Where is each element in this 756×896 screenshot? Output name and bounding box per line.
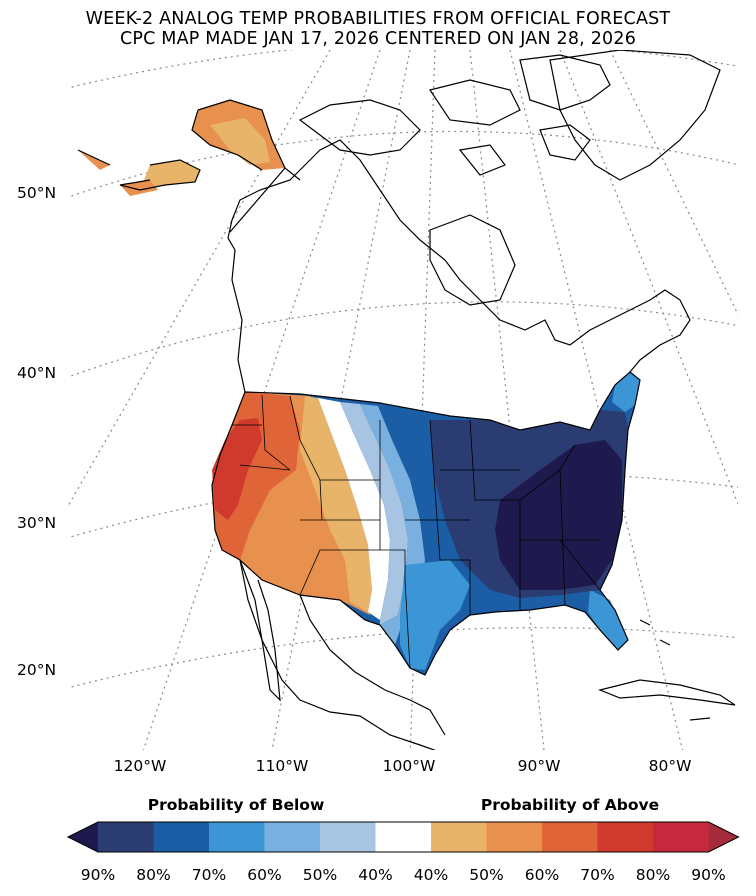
longitude-label-90w: 90°W <box>517 757 561 775</box>
hudson-bay <box>429 214 516 306</box>
map-title-line-2: CPC MAP MADE JAN 17, 2026 CENTERED ON JA… <box>119 29 637 49</box>
greenland-outline <box>549 50 721 181</box>
mexico-outline <box>239 559 446 750</box>
latitude-label-20n: 20°N <box>17 661 57 679</box>
meridian-130w <box>68 50 331 508</box>
latitude-label-30n: 30°N <box>17 514 57 532</box>
colorbar-segment <box>320 822 376 852</box>
colorbar-outline <box>66 821 740 853</box>
meridian-100w <box>409 50 436 750</box>
us-outline <box>211 371 641 676</box>
cuba-outline <box>598 679 736 706</box>
colorbar-above-heading: Probability of Above <box>480 796 660 814</box>
latitude-line-40n <box>68 301 738 378</box>
longitude-label-80w: 80°W <box>648 757 692 775</box>
colorbar-tick-label: 90% <box>80 866 116 884</box>
colorbar-segment <box>431 822 487 852</box>
state-borders <box>232 394 601 669</box>
meridian-120w <box>142 50 381 750</box>
colorbar-tick-label: 50% <box>469 866 504 884</box>
alaska-canada-border <box>229 167 286 233</box>
longitude-label-100w: 100°W <box>382 757 436 775</box>
colorbar-tick-label: 90% <box>691 866 726 884</box>
colorbar-tick-label: 60% <box>524 866 560 884</box>
colorbar-segment <box>375 822 431 852</box>
map-title-line-1: WEEK-2 ANALOG TEMP PROBABILITIES FROM OF… <box>85 9 671 29</box>
country-outlines <box>77 50 736 750</box>
colorbar-tick-label: 70% <box>580 866 615 884</box>
colorbar-tick-label: 40% <box>358 866 393 884</box>
colorbar-segment <box>209 822 265 852</box>
colorbar-tick-label: 50% <box>302 866 338 884</box>
latitude-label-50n: 50°N <box>17 184 57 202</box>
baja-outline <box>239 559 281 702</box>
colorbar-segment <box>98 822 154 852</box>
canada-islands <box>298 54 611 176</box>
colorbar-tick-label: 80% <box>635 866 671 884</box>
colorbar-tick-label: 70% <box>191 866 227 884</box>
colorbar-segment <box>542 822 598 852</box>
colorbar-segment <box>68 822 98 852</box>
colorbar-tick-label: 60% <box>247 866 282 884</box>
colorbar-segment <box>486 822 542 852</box>
longitude-label-110w: 110°W <box>255 757 309 775</box>
colorbar-tick-label: 80% <box>136 866 171 884</box>
colorbar-tick-label: 40% <box>413 866 449 884</box>
colorbar-segment <box>264 822 320 852</box>
colorbar-segment <box>153 822 209 852</box>
caribbean-islands <box>639 619 711 721</box>
meridian-80w <box>509 50 684 750</box>
colorbar-segment <box>597 822 653 852</box>
latitude-label-40n: 40°N <box>17 364 57 382</box>
alaska-probability-fill <box>78 100 285 196</box>
colorbar-segment <box>653 822 709 852</box>
colorbar-below-heading: Probability of Below <box>147 796 325 814</box>
conus-probability-fill <box>212 372 640 675</box>
meridian-90w <box>469 50 545 750</box>
canada-coast <box>227 139 691 393</box>
longitude-label-120w: 120°W <box>113 757 167 775</box>
alaska-outline <box>77 99 301 191</box>
meridian-70w <box>559 50 738 506</box>
colorbar <box>66 821 740 853</box>
colorbar-segment <box>708 822 739 852</box>
